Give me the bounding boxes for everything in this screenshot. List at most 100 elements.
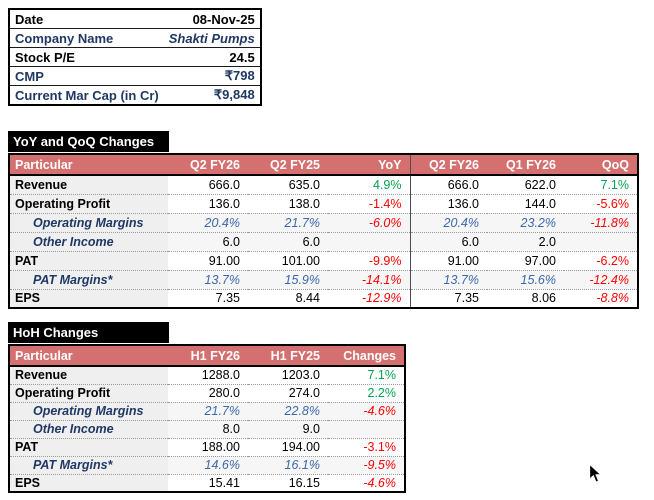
table-row: Other Income 6.0 6.0 6.0 2.0 <box>9 231 638 251</box>
column-header: H1 FY26 <box>168 345 248 367</box>
table-row: EPS 7.35 8.44 -12.9% 7.35 8.06 -8.8% <box>9 288 638 308</box>
row-label: PAT Margins* <box>9 455 168 474</box>
change-cell: 7.1% <box>564 175 638 194</box>
value-cell: 15.9% <box>248 269 328 289</box>
value-cell: 1203.0 <box>248 366 328 384</box>
column-header: H1 FY25 <box>248 345 328 367</box>
table-row: Operating Profit 280.0 274.0 2.2% <box>9 383 405 402</box>
row-label: Operating Margins <box>9 401 168 420</box>
value-cell: 666.0 <box>168 175 248 194</box>
value-cell: 97.00 <box>487 250 564 270</box>
row-label: Operating Profit <box>9 383 168 402</box>
mouse-cursor-icon <box>588 463 603 484</box>
column-header: Q2 FY26 <box>409 154 487 176</box>
change-cell: -9.5% <box>328 455 405 474</box>
value-cell: 20.4% <box>168 212 248 232</box>
value-cell: 22.8% <box>248 401 328 420</box>
value-cell: 666.0 <box>409 175 487 194</box>
row-label: EPS <box>9 473 168 492</box>
info-label: Stock P/E <box>9 47 164 67</box>
value-cell: 622.0 <box>487 175 564 194</box>
value-cell: 15.41 <box>168 473 248 492</box>
change-cell <box>564 231 638 251</box>
info-value: 08-Nov-25 <box>192 11 255 27</box>
table-header-row: Particular H1 FY26 H1 FY25 Changes <box>9 345 405 367</box>
info-value: ₹798 <box>163 66 261 86</box>
value-cell: 14.6% <box>168 455 248 474</box>
value-cell: 20.4% <box>409 212 487 232</box>
company-info-table: Date 08-Nov-25 Company Name Shakti Pumps Sto… <box>8 8 262 106</box>
column-header: Q2 FY25 <box>248 154 328 176</box>
value-cell: 1288.0 <box>168 366 248 384</box>
info-label: Date <box>15 11 44 27</box>
change-cell: -6.0% <box>328 212 410 232</box>
table-row: PAT Margins* 13.7% 15.9% -14.1% 13.7% 15.6% -1… <box>9 269 638 289</box>
change-cell: 7.1% <box>328 366 405 384</box>
info-value: Shakti Pumps <box>163 28 261 48</box>
value-cell: 9.0 <box>248 419 328 438</box>
change-cell: -8.8% <box>564 288 638 308</box>
column-header: Particular <box>9 154 168 176</box>
value-cell: 16.1% <box>248 455 328 474</box>
table-row: Other Income 8.0 9.0 <box>9 419 405 438</box>
table-row: Revenue 666.0 635.0 4.9% 666.0 622.0 7.1% <box>9 175 638 194</box>
info-row: Company Name Shakti Pumps <box>9 28 261 48</box>
row-label: Other Income <box>9 419 168 438</box>
value-cell: 7.35 <box>409 288 487 308</box>
column-header: Changes <box>328 345 405 367</box>
value-cell: 188.00 <box>168 437 248 456</box>
change-cell: -3.1% <box>328 437 405 456</box>
value-cell: 8.44 <box>248 288 328 308</box>
value-cell: 13.7% <box>168 269 248 289</box>
value-cell: 144.0 <box>487 193 564 213</box>
change-cell: -12.4% <box>564 269 638 289</box>
column-header: Q2 FY26 <box>168 154 248 176</box>
value-cell: 91.00 <box>168 250 248 270</box>
table-row: Revenue 1288.0 1203.0 7.1% <box>9 366 405 384</box>
value-cell: 138.0 <box>248 193 328 213</box>
change-cell: -1.4% <box>328 193 410 213</box>
row-label: EPS <box>9 288 168 308</box>
yoy-qoq-section-title: YoY and QoQ Changes <box>8 131 169 152</box>
value-cell: 23.2% <box>487 212 564 232</box>
column-header: QoQ <box>564 154 638 176</box>
column-header: YoY <box>328 154 410 176</box>
table-row: PAT Margins* 14.6% 16.1% -9.5% <box>9 455 405 474</box>
row-label: Operating Profit <box>9 193 168 213</box>
info-row: Date 08-Nov-25 <box>9 9 261 29</box>
info-label: Company Name <box>9 28 164 48</box>
value-cell: 8.0 <box>168 419 248 438</box>
table-row: PAT 188.00 194.00 -3.1% <box>9 437 405 456</box>
change-cell <box>328 231 410 251</box>
value-cell: 6.0 <box>168 231 248 251</box>
value-cell: 136.0 <box>168 193 248 213</box>
value-cell: 101.00 <box>248 250 328 270</box>
row-label: Other Income <box>9 231 168 251</box>
info-row: Current Mar Cap (in Cr) ₹9,848 <box>9 85 261 105</box>
value-cell: 13.7% <box>409 269 487 289</box>
value-cell: 2.0 <box>487 231 564 251</box>
table-header-row: Particular Q2 FY26 Q2 FY25 YoY Q2 FY26 Q1 FY2… <box>9 154 638 176</box>
value-cell: 635.0 <box>248 175 328 194</box>
change-cell: 4.9% <box>328 175 410 194</box>
change-cell <box>328 419 405 438</box>
value-cell: 21.7% <box>168 401 248 420</box>
hoh-section-title: HoH Changes <box>8 322 169 343</box>
change-cell: -6.2% <box>564 250 638 270</box>
hoh-table: Particular H1 FY26 H1 FY25 Changes Revenue 1… <box>8 344 406 493</box>
row-label: PAT <box>9 437 168 456</box>
info-row: Stock P/E 24.5 <box>9 47 261 67</box>
value-cell: 7.35 <box>168 288 248 308</box>
row-label: Revenue <box>9 175 168 194</box>
value-cell: 15.6% <box>487 269 564 289</box>
table-row: Operating Margins 21.7% 22.8% -4.6% <box>9 401 405 420</box>
change-cell: -14.1% <box>328 269 410 289</box>
info-label: CMP <box>9 66 164 86</box>
column-header: Particular <box>9 345 168 367</box>
yoy-qoq-table: Particular Q2 FY26 Q2 FY25 YoY Q2 FY26 Q1 FY2… <box>8 153 639 309</box>
info-value: ₹9,848 <box>163 85 261 105</box>
info-row: CMP ₹798 <box>9 66 261 86</box>
row-label: Revenue <box>9 366 168 384</box>
change-cell: -5.6% <box>564 193 638 213</box>
value-cell: 194.00 <box>248 437 328 456</box>
